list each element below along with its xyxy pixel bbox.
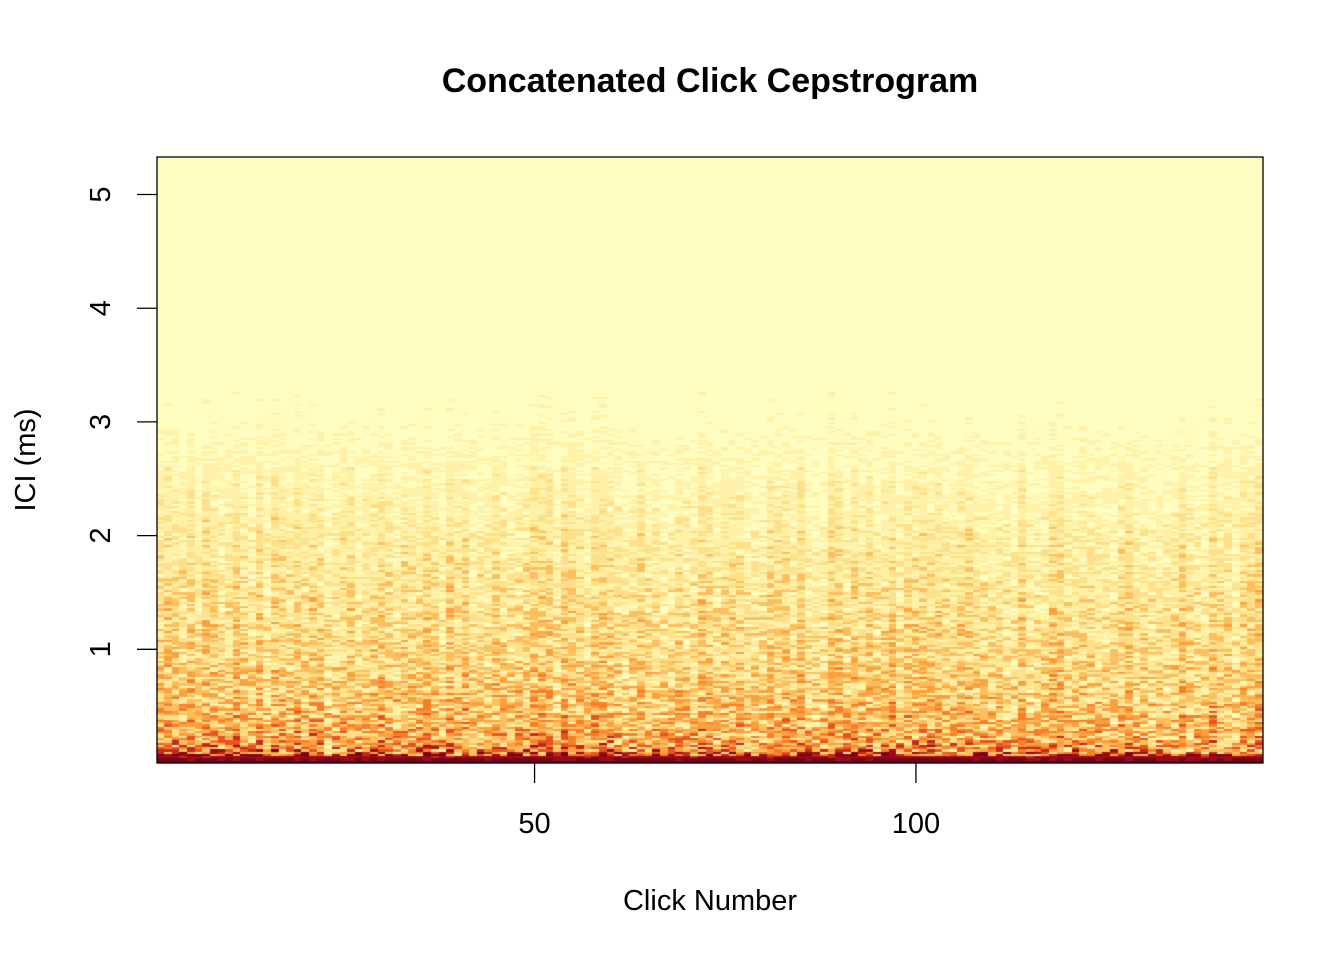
x-tick-label: 100 <box>892 808 940 840</box>
heatmap-image <box>157 157 1263 763</box>
y-axis-label: ICI (ms) <box>10 408 42 511</box>
heatmap-cells <box>157 157 1263 763</box>
y-tick-label: 4 <box>85 300 117 316</box>
x-axis: 50 100 <box>518 763 940 840</box>
y-tick-label: 3 <box>85 414 117 430</box>
y-tick-label: 2 <box>85 528 117 544</box>
y-axis: 1 2 3 4 5 <box>85 186 157 657</box>
chart-title: Concatenated Click Cepstrogram <box>442 62 979 100</box>
x-tick-label: 50 <box>518 808 550 840</box>
plot-frame <box>156 156 1264 764</box>
y-tick-label: 5 <box>85 186 117 202</box>
y-tick-label: 1 <box>85 641 117 657</box>
x-axis-label: Click Number <box>623 885 797 917</box>
